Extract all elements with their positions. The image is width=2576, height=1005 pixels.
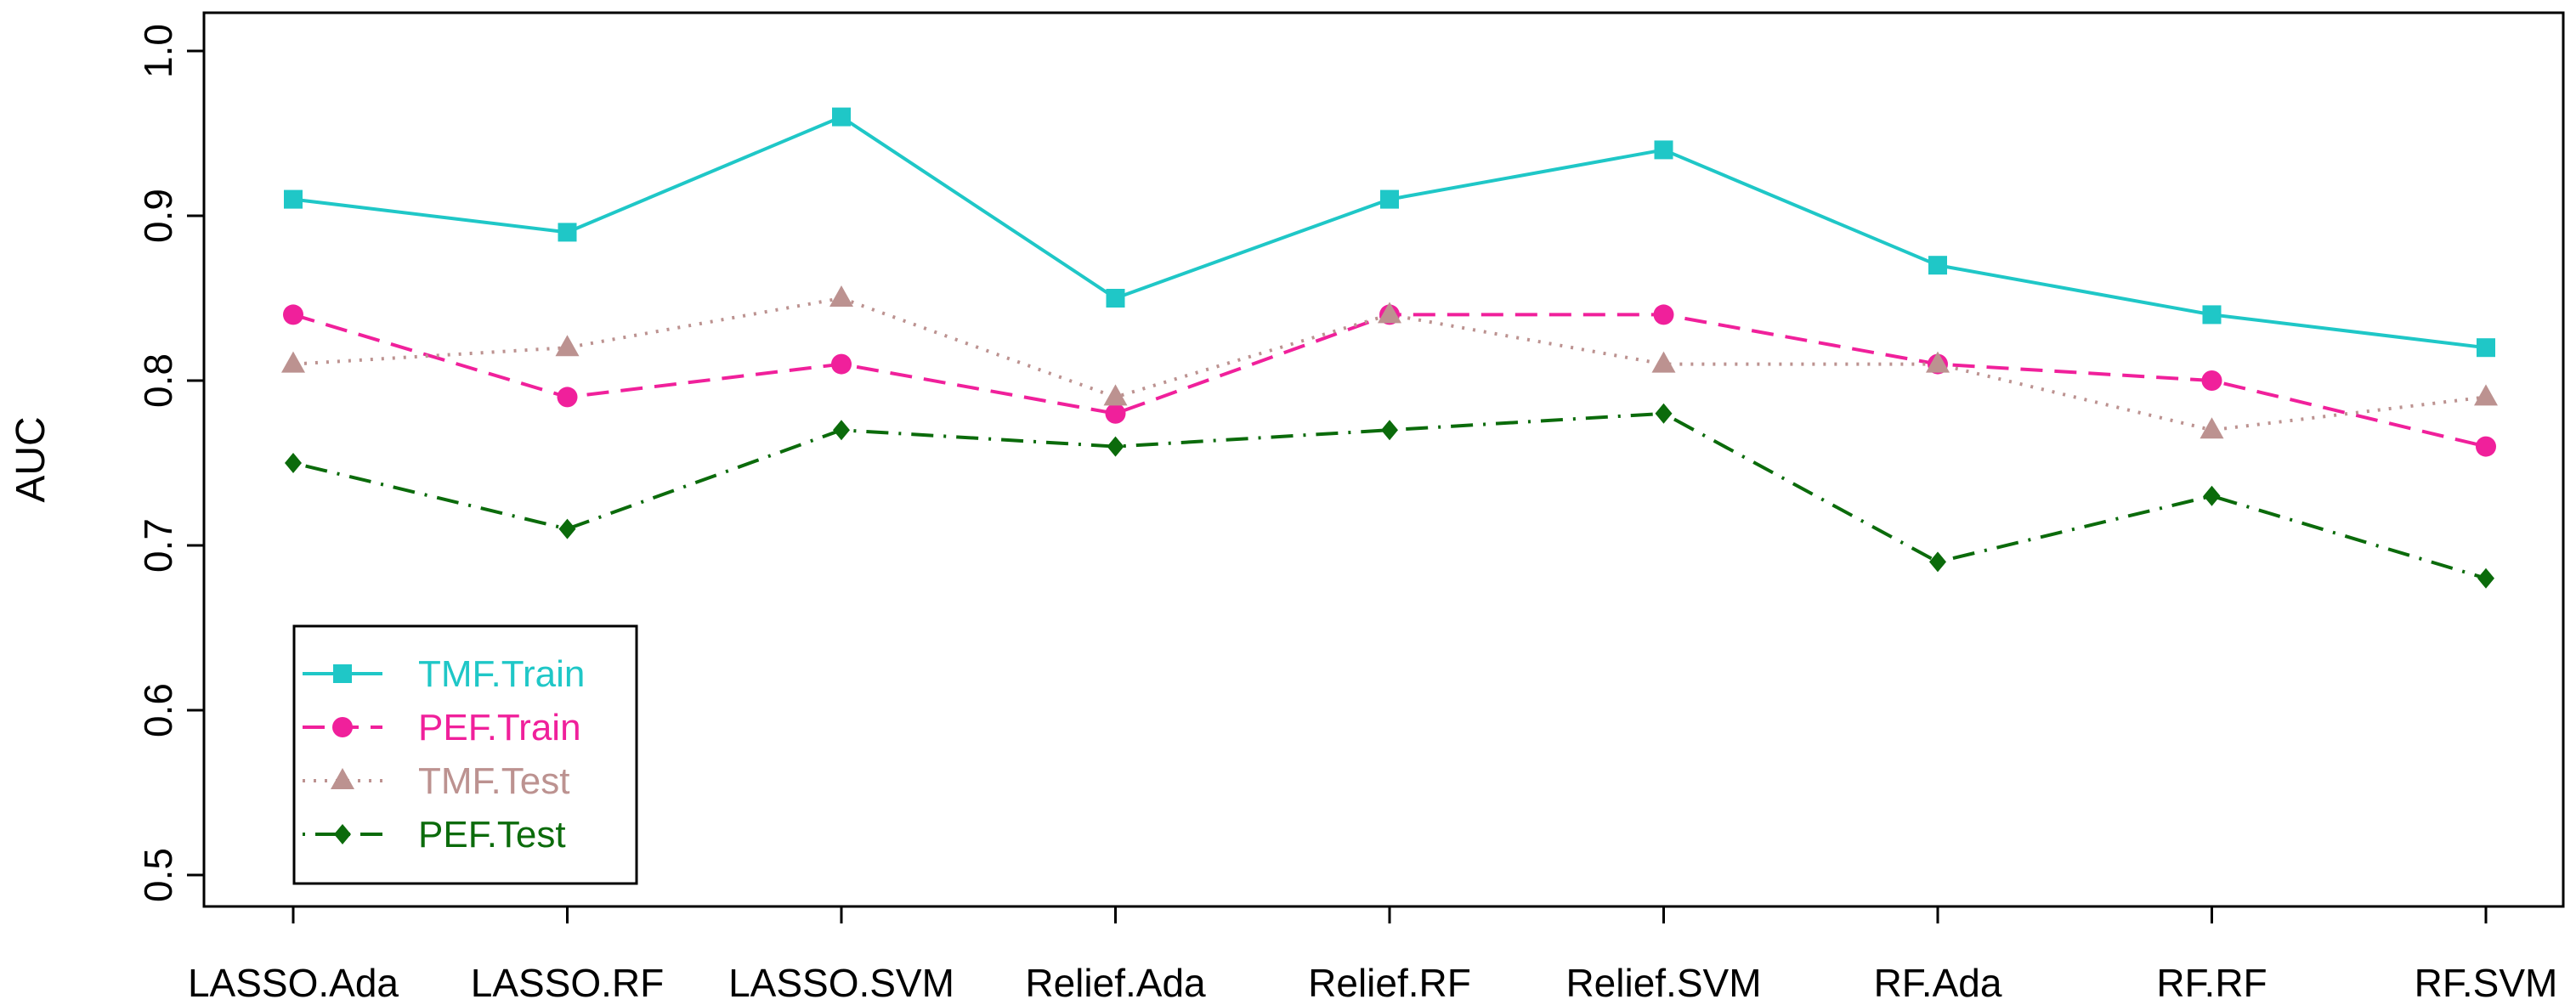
- y-axis: 0.5 0.6 0.7 0.8 0.9 1.0: [136, 24, 206, 902]
- data-point-tmf-train: [284, 189, 303, 209]
- legend-marker-pef-test: [334, 824, 351, 844]
- data-point-pef-train: [1653, 304, 1674, 325]
- data-point-pef-train: [1105, 403, 1126, 424]
- data-point-pef-test: [2477, 567, 2494, 589]
- legend-marker-pef-train: [332, 717, 353, 737]
- data-point-pef-test: [1929, 551, 1946, 573]
- data-point-pef-test: [1655, 403, 1673, 424]
- data-point-pef-train: [557, 387, 578, 408]
- data-point-tmf-train: [1380, 189, 1399, 209]
- data-point-pef-train: [2476, 436, 2496, 457]
- data-point-tmf-test: [1378, 302, 1401, 324]
- x-tick-label: LASSO.SVM: [728, 961, 954, 1005]
- data-point-tmf-test: [281, 351, 305, 373]
- data-point-tmf-test: [2200, 417, 2224, 439]
- data-point-tmf-test: [555, 335, 580, 357]
- data-point-tmf-test: [2474, 384, 2498, 406]
- data-point-pef-test: [1381, 420, 1398, 441]
- data-point-tmf-train: [1928, 256, 1947, 275]
- x-tick-label: Relief.RF: [1308, 961, 1471, 1005]
- y-tick-label: 0.6: [136, 683, 180, 737]
- legend: TMF.Train PEF.Train TMF.Test PEF.Test: [292, 624, 638, 885]
- series-markers: [281, 107, 2498, 589]
- data-point-tmf-test: [1651, 351, 1676, 373]
- series-line-pef-test: [292, 411, 2487, 580]
- y-tick-label: 0.8: [136, 353, 180, 408]
- data-point-pef-train: [283, 304, 303, 325]
- data-point-tmf-test: [1103, 384, 1128, 406]
- data-point-pef-test: [558, 518, 576, 539]
- data-point-tmf-test: [829, 285, 853, 307]
- data-point-tmf-train: [1106, 289, 1125, 308]
- legend-label-tmf-train: TMF.Train: [418, 653, 585, 695]
- data-point-pef-train: [2201, 370, 2222, 391]
- data-point-tmf-train: [832, 107, 851, 127]
- data-point-tmf-train: [1654, 140, 1673, 160]
- data-point-pef-test: [1107, 436, 1124, 457]
- x-tick-label: LASSO.Ada: [188, 961, 399, 1005]
- x-axis: LASSO.Ada LASSO.RF LASSO.SVM Relief.Ada Reli…: [188, 905, 2558, 1005]
- data-point-tmf-train: [558, 223, 577, 242]
- legend-label-pef-train: PEF.Train: [418, 707, 581, 748]
- x-tick-label: RF.RF: [2156, 961, 2267, 1005]
- data-point-pef-test: [833, 420, 850, 441]
- data-point-tmf-train: [2202, 305, 2222, 325]
- y-axis-label: AUC: [8, 416, 54, 502]
- data-point-tmf-test: [1926, 351, 1950, 373]
- legend-label-tmf-test: TMF.Test: [418, 760, 569, 802]
- legend-label-pef-test: PEF.Test: [418, 814, 566, 855]
- data-point-pef-train: [831, 353, 852, 375]
- data-point-pef-test: [285, 453, 302, 473]
- y-tick-label: 0.5: [136, 848, 180, 902]
- data-point-pef-test: [2203, 485, 2221, 506]
- legend-marker-tmf-train: [333, 664, 352, 683]
- y-tick-label: 0.7: [136, 518, 180, 573]
- y-tick-label: 0.9: [136, 189, 180, 243]
- x-tick-label: RF.Ada: [1874, 961, 2002, 1005]
- y-tick-label: 1.0: [136, 24, 180, 78]
- x-tick-label: Relief.SVM: [1565, 961, 1761, 1005]
- series-lines: [292, 115, 2487, 580]
- data-point-tmf-train: [2477, 338, 2495, 358]
- x-tick-label: Relief.Ada: [1025, 961, 1206, 1005]
- x-tick-label: LASSO.RF: [471, 961, 665, 1005]
- x-tick-label: RF.SVM: [2415, 961, 2558, 1005]
- legend-marker-tmf-test: [331, 768, 354, 789]
